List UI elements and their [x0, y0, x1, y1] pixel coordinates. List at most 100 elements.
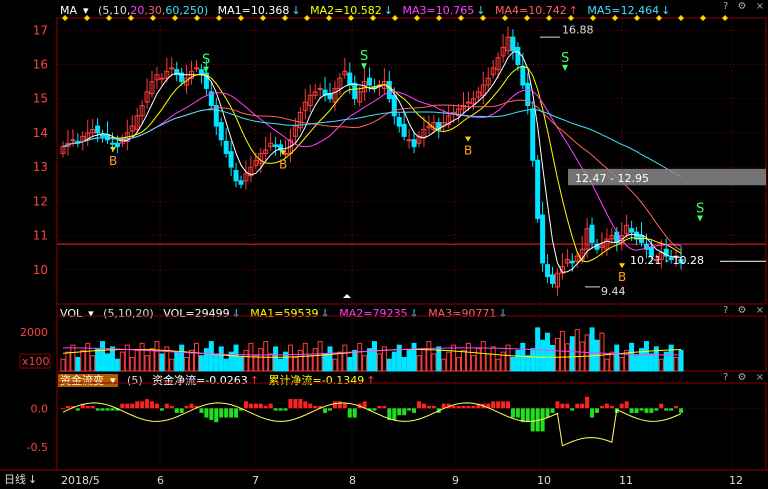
- help-icon[interactable]: ?: [722, 1, 729, 12]
- fund-flow-bar: [565, 403, 570, 409]
- ma5-down-arrow-icon: ↓: [661, 4, 671, 17]
- event-diamond-icon: [348, 15, 354, 21]
- volume-bar: [485, 353, 491, 372]
- high-price-label: 16.88: [562, 23, 594, 36]
- fund-flow-bar: [679, 408, 684, 413]
- fund-flow-bar: [431, 405, 436, 409]
- fund-flow-bar: [674, 405, 679, 409]
- event-diamond-icon: [392, 15, 398, 21]
- candle-body: [302, 101, 308, 112]
- fund-flow-bar: [224, 408, 229, 418]
- vol-help-icon[interactable]: ?: [722, 305, 729, 316]
- fund-flow-bar: [501, 401, 506, 409]
- event-diamond-icon: [106, 15, 112, 21]
- candle-body: [599, 245, 605, 249]
- candle-body: [367, 77, 373, 86]
- fund-flow-bar: [150, 401, 154, 409]
- settings-icon[interactable]: ⚙: [737, 1, 747, 12]
- candle-body: [208, 91, 214, 107]
- fund-help-icon[interactable]: ?: [722, 372, 729, 383]
- buy-arrow: [280, 150, 286, 156]
- fund-flow-bar: [347, 408, 352, 418]
- fund-flow-bar: [407, 408, 412, 411]
- volume-bar: [470, 355, 476, 372]
- fund-flow-bar: [283, 408, 288, 411]
- fund-flow-bar: [545, 408, 550, 418]
- fund-flow-bar: [65, 405, 70, 409]
- fund-flow-bar: [135, 401, 140, 409]
- fund-net-value: 资金净流=-0.0263: [152, 374, 248, 387]
- close-icon[interactable]: ×: [755, 1, 764, 12]
- volume-bar: [599, 332, 605, 372]
- fund-flow-bar: [342, 403, 347, 409]
- fund-flow-bar: [219, 408, 224, 418]
- fund-flow-bar: [585, 396, 590, 409]
- fund-flow-bar: [110, 408, 115, 411]
- fund-flow-bar: [654, 408, 659, 411]
- volume-bar: [668, 344, 674, 372]
- fund-flow-bar: [239, 408, 243, 411]
- volume-bar: [510, 356, 516, 372]
- fund-flow-bar: [530, 408, 535, 432]
- vol-settings-icon[interactable]: ⚙: [737, 305, 747, 316]
- volume-bar: [263, 341, 269, 372]
- volume-bar: [614, 344, 620, 372]
- volume-bar: [629, 342, 635, 372]
- candle-body: [283, 152, 288, 155]
- candle-body: [149, 81, 155, 95]
- volume-bar: [545, 332, 551, 372]
- candle-body: [213, 105, 219, 127]
- candle-body: [233, 170, 239, 182]
- vol-ma1-down-arrow-icon: ↓: [320, 307, 330, 320]
- ma-indicator-select[interactable]: MA ▾: [60, 4, 89, 17]
- volume-bar: [347, 356, 353, 372]
- volume-bar: [317, 341, 323, 372]
- candle-body: [218, 122, 224, 141]
- fund-flow-bar: [154, 403, 159, 409]
- event-diamond-icon: [612, 15, 618, 21]
- candle-body: [292, 125, 298, 137]
- time-tick-label: 8: [349, 474, 356, 487]
- candle-body: [139, 105, 145, 117]
- period-selector[interactable]: 日线 ↓: [4, 472, 43, 488]
- volume-bar: [624, 349, 630, 372]
- fund-indicator-select[interactable]: 资金流变 ▾: [58, 374, 118, 387]
- volume-bar: [540, 339, 546, 372]
- candle-body: [500, 46, 506, 57]
- event-diamond-icon: [656, 15, 662, 21]
- fund-flow-bar: [644, 408, 649, 413]
- volume-bar: [233, 344, 239, 372]
- candle-body: [545, 264, 551, 278]
- event-diamond-icon: [62, 15, 68, 21]
- volume-bar: [574, 329, 580, 372]
- candle-body: [416, 135, 422, 144]
- vol-ma3-value: MA3=90771: [428, 307, 497, 320]
- volume-bar: [332, 358, 338, 372]
- vol-indicator-select[interactable]: VOL ▾: [60, 307, 94, 320]
- vol-ma2-value: MA2=79235: [339, 307, 408, 320]
- fund-flow-bar: [515, 408, 520, 418]
- candle-body: [629, 228, 635, 233]
- volume-bar: [223, 358, 229, 372]
- fund-settings-icon[interactable]: ⚙: [737, 372, 747, 383]
- fund-flow-bar: [451, 405, 456, 409]
- candle-body: [317, 87, 323, 90]
- candle-body: [554, 272, 560, 288]
- fund-flow-bar: [125, 403, 130, 409]
- volume-bar: [589, 327, 595, 372]
- volume-bar: [70, 344, 76, 372]
- vol-close-icon[interactable]: ×: [755, 305, 764, 316]
- volume-bar: [327, 346, 333, 372]
- ma-params-prefix: (5,10,: [98, 4, 131, 17]
- candle-body: [134, 115, 140, 130]
- fund-flow-bar: [199, 408, 204, 413]
- fund-flow-bar: [145, 399, 150, 409]
- candle-body: [114, 142, 120, 148]
- time-tick-label: 10: [537, 474, 551, 487]
- fund-flow-bar: [634, 408, 639, 413]
- candle-body: [525, 82, 531, 107]
- time-tick-label: 11: [619, 474, 633, 487]
- fund-close-icon[interactable]: ×: [755, 372, 764, 383]
- candle-body: [515, 46, 521, 65]
- buy-marker: B: [109, 154, 117, 168]
